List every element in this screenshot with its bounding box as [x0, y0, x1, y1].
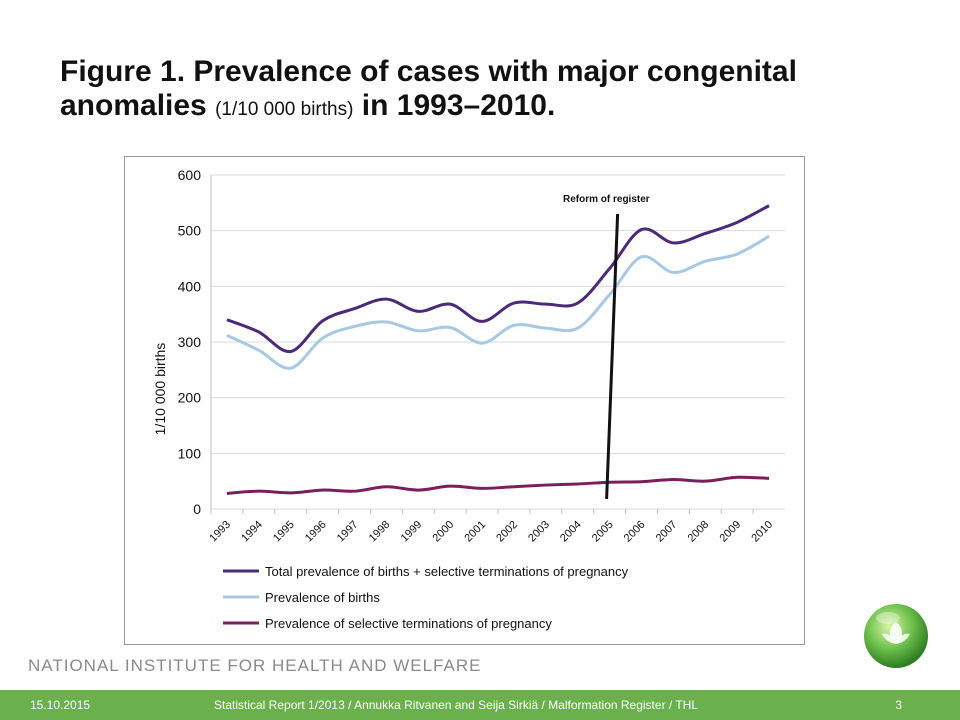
x-tick-label: 1993 — [207, 519, 233, 545]
legend: Total prevalence of births + selective t… — [223, 564, 629, 631]
x-tick-label: 1994 — [239, 519, 265, 545]
x-tick-label: 1997 — [335, 519, 361, 545]
legend-label: Prevalence of selective terminations of … — [265, 616, 552, 631]
x-tick-label: 2007 — [654, 519, 680, 545]
y-tick-label: 100 — [178, 445, 202, 461]
x-tick-label: 1999 — [399, 519, 425, 545]
legend-label: Prevalence of births — [265, 590, 380, 605]
x-tick-label: 2002 — [494, 519, 520, 545]
footer-date: 15.10.2015 — [30, 698, 91, 712]
chart-frame: 0 100 200 300 400 500 600 1993 1994 1995 1996 1997… — [124, 156, 805, 645]
gridlines — [210, 174, 785, 510]
series-line-total — [226, 204, 770, 353]
institute-name: NATIONAL INSTITUTE FOR HEALTH AND WELFAR… — [28, 656, 482, 675]
x-tick-label: 2010 — [749, 519, 775, 545]
x-tick-label: 2000 — [430, 519, 456, 545]
slide-title: Figure 1. Prevalence of cases with major… — [60, 55, 920, 127]
footer-source: Statistical Report 1/2013 / Annukka Ritv… — [214, 698, 699, 712]
x-tick-label: 2001 — [462, 519, 488, 545]
legend-label: Total prevalence of births + selective t… — [265, 564, 629, 579]
x-tick-label: 2004 — [558, 519, 584, 545]
title-unit: (1/10 000 births) — [215, 99, 354, 120]
series-line-terminations — [226, 475, 770, 495]
series-line-births — [226, 234, 770, 370]
title-main-part-1: Figure 1. Prevalence of cases with major… — [60, 55, 797, 122]
title-main-part-2: in 1993–2010. — [361, 89, 556, 122]
x-tick-label: 1995 — [271, 519, 297, 545]
y-tick-labels: 0 100 200 300 400 500 600 — [178, 167, 202, 517]
series-lines — [226, 204, 770, 495]
reform-annotation: Reform of register — [563, 194, 650, 205]
x-tick-label: 2006 — [622, 519, 648, 545]
y-tick-label: 500 — [178, 223, 202, 239]
y-tick-label: 0 — [193, 501, 201, 517]
y-tick-label: 600 — [178, 167, 202, 183]
footer-bar: 15.10.2015 Statistical Report 1/2013 / A… — [0, 690, 960, 720]
x-tick-label: 1998 — [367, 519, 393, 545]
x-tick-labels: 1993 1994 1995 1996 1997 1998 1999 2000 2001 2002… — [207, 509, 775, 544]
x-tick-label: 2005 — [590, 519, 616, 545]
x-tick-label: 2008 — [686, 519, 712, 545]
thl-logo-icon — [864, 604, 928, 668]
reform-marker-line — [605, 213, 620, 500]
x-tick-label: 2009 — [717, 519, 743, 545]
y-tick-label: 400 — [178, 278, 202, 294]
x-tick-label: 2003 — [526, 519, 552, 545]
page-number: 3 — [895, 698, 902, 712]
y-tick-label: 200 — [178, 390, 202, 406]
y-axis-label: 1/10 000 births — [152, 343, 168, 436]
line-chart: 0 100 200 300 400 500 600 1993 1994 1995 1996 1997… — [152, 167, 785, 631]
y-tick-label: 300 — [178, 334, 202, 350]
x-tick-label: 1996 — [303, 519, 329, 545]
